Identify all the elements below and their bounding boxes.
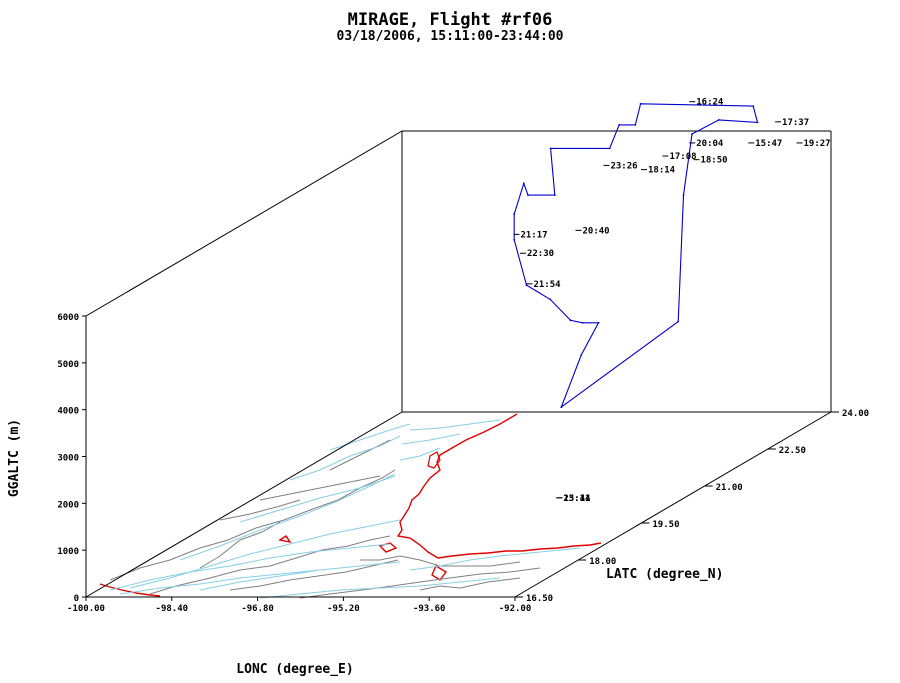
track-point [677,320,680,323]
x-tick-label: -93.60 [413,604,446,614]
time-label: 23:44 [563,494,591,504]
z-axis-label: GGALTC (m) [7,419,22,497]
time-label: 23:26 [610,161,637,171]
x-tick-label: -98.40 [156,604,189,614]
time-label: 19:27 [804,139,831,149]
time-label: 20:04 [696,139,724,149]
borders [109,439,541,599]
left-floor-edge [85,411,403,598]
time-label: 18:14 [648,166,676,176]
x-tick-label: -96.80 [241,604,274,614]
track-point [581,321,584,324]
x-tick-label: -100.00 [67,604,105,614]
track-point [717,119,720,121]
track-point [549,298,552,301]
z-tick-label: 1000 [57,547,79,557]
time-label: 20:40 [582,226,609,236]
track-point [608,147,611,150]
chart-title: MIRAGE, Flight #rf06 [348,10,553,30]
ground-map [99,413,602,599]
y-axis-line [514,411,832,598]
y-tick-label: 21.00 [716,483,743,493]
track-point [639,102,642,105]
x-axis-label: LONC (degree_E) [236,662,353,677]
z-tick-label: 0 [74,594,79,604]
track-point [525,284,528,286]
z-tick-label: 2000 [57,500,79,510]
track-point [513,238,516,241]
track-point [527,194,529,197]
y-tick-label: 18.00 [589,557,616,567]
track-point [756,121,759,124]
rivers [109,419,581,599]
y-axis-label: LATC (degree_N) [606,567,723,582]
time-label: 17:08 [669,152,696,162]
track-point [682,194,685,197]
track-point [634,123,637,126]
y-tick-label: 16.50 [526,594,553,604]
time-label: 21:17 [520,230,547,240]
track-point [553,194,556,197]
y-tick-label: 19.50 [652,520,679,530]
z-tick-label: 6000 [57,313,79,323]
time-label: 15:11 [563,494,590,504]
track-point [580,353,583,356]
coastline-lagoon [427,451,441,469]
chart-subtitle: 03/18/2006, 15:11:00-23:44:00 [337,29,564,44]
time-label: 16:24 [696,98,724,108]
y-tick-label: 22.50 [779,446,806,456]
track-point [752,105,755,108]
time-label: 15:47 [755,139,782,149]
top-left-edge [85,130,403,317]
z-tick-label: 3000 [57,454,79,464]
track-point [691,133,693,135]
track-point [513,213,516,215]
coastline [396,413,602,559]
track-point [549,147,552,150]
flight-track-line [513,103,759,408]
time-label: 17:37 [782,118,809,128]
time-label: 21:54 [533,280,561,290]
z-tick-label: 5000 [57,360,79,370]
x-tick-label: -92.00 [499,604,532,614]
time-label: 18:50 [700,156,727,166]
time-label: 22:30 [527,249,554,259]
track-point [618,123,621,126]
z-tick-label: 4000 [57,407,79,417]
coastline-spot [278,535,448,581]
track-point [569,319,572,322]
track-point [522,182,525,185]
y-tick-label: 24.00 [842,409,869,419]
chart-axes: -100.00 -98.40 -96.80 -95.20 -93.60 -92.0016.… [57,130,869,614]
track-point [560,406,563,409]
flight-track [513,102,759,409]
x-tick-label: -95.20 [327,604,360,614]
coastline-west [99,583,161,597]
track-point [597,321,600,324]
